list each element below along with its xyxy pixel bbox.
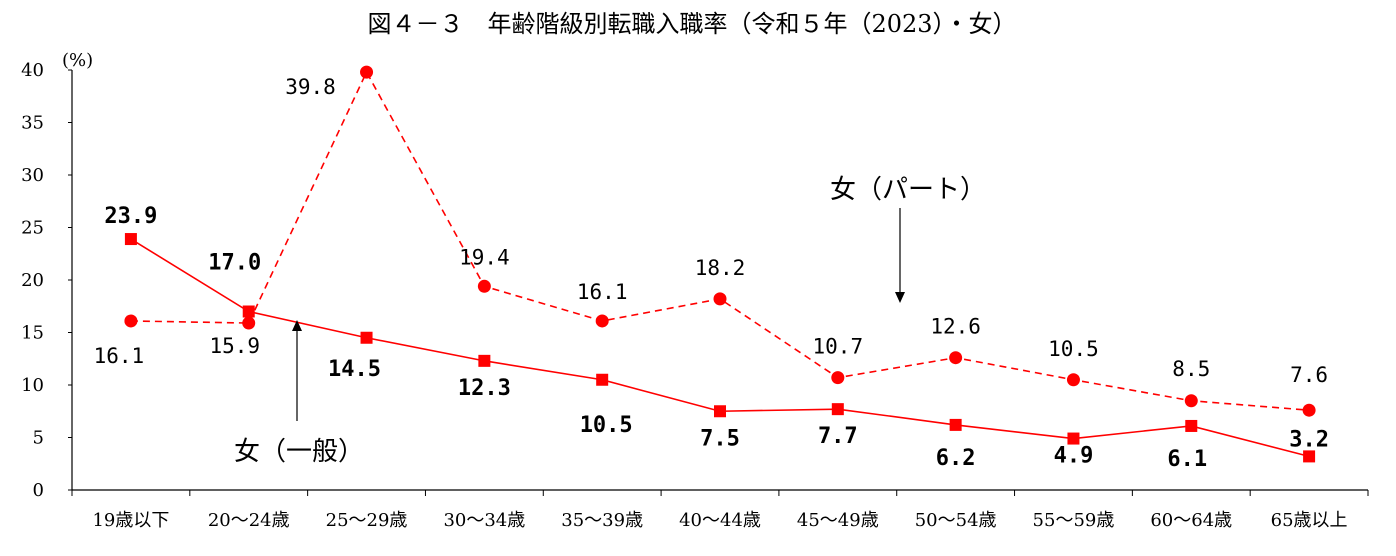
y-tick-labels: 0 5 10 15 20 25 30 35 40 xyxy=(21,60,72,501)
y-tick-label: 25 xyxy=(21,218,44,239)
x-tick-label: 19歳以下 xyxy=(92,510,169,531)
annotation-part: 女（パート） xyxy=(830,175,986,303)
data-label: 23.9 xyxy=(104,204,157,229)
data-point-square xyxy=(949,418,962,431)
data-label: 10.7 xyxy=(813,335,864,359)
data-point-square xyxy=(714,405,726,418)
data-point-circle xyxy=(477,279,491,293)
annotation-general-label: 女（一般） xyxy=(234,437,364,467)
arrow-down-icon xyxy=(895,292,905,303)
data-point-circle xyxy=(242,316,256,330)
data-point-circle xyxy=(124,314,138,328)
data-label: 17.0 xyxy=(208,251,261,276)
data-point-circle xyxy=(1184,394,1198,408)
data-label: 6.2 xyxy=(936,446,976,471)
x-tick-label: 55～59歳 xyxy=(1033,510,1115,531)
x-tick-label: 60～64歳 xyxy=(1150,510,1232,531)
data-label: 6.1 xyxy=(1167,447,1207,472)
data-point-square xyxy=(1303,450,1316,463)
y-tick-label: 15 xyxy=(21,323,44,344)
data-point-square xyxy=(1185,419,1198,432)
data-point-circle xyxy=(949,351,963,365)
data-point-circle xyxy=(595,314,609,328)
x-tick-label: 40～44歳 xyxy=(679,510,761,531)
data-point-square xyxy=(478,354,491,367)
x-tick-label: 45～49歳 xyxy=(797,510,879,531)
data-point-circle xyxy=(1066,373,1080,387)
data-label: 10.5 xyxy=(1048,337,1099,361)
y-tick-label: 5 xyxy=(33,428,44,449)
data-label: 7.7 xyxy=(818,424,858,449)
data-label: 14.5 xyxy=(328,357,381,382)
data-label: 4.9 xyxy=(1054,444,1094,469)
data-point-square xyxy=(242,305,255,318)
y-tick-label: 30 xyxy=(21,165,44,186)
data-label: 18.2 xyxy=(695,256,746,280)
data-point-square xyxy=(596,373,609,386)
y-tick-label: 10 xyxy=(21,375,44,396)
annotation-part-label: 女（パート） xyxy=(830,175,986,205)
arrow-up-icon xyxy=(292,320,302,331)
y-tick-label: 20 xyxy=(21,270,44,291)
data-point-square xyxy=(831,403,844,416)
data-point-circle xyxy=(1302,403,1316,417)
data-point-circle xyxy=(360,65,374,79)
x-tick-label: 65歳以上 xyxy=(1271,510,1348,531)
x-tick-label: 50～54歳 xyxy=(915,510,997,531)
y-tick-label: 40 xyxy=(21,60,44,81)
data-label: 7.6 xyxy=(1290,363,1328,387)
data-label: 8.5 xyxy=(1172,357,1210,381)
y-tick-label: 35 xyxy=(21,113,44,134)
series-group xyxy=(124,65,1316,463)
data-label: 16.1 xyxy=(94,344,145,368)
annotation-general: 女（一般） xyxy=(234,320,364,467)
data-point-square xyxy=(360,331,373,344)
x-tick-label: 20～24歳 xyxy=(208,510,290,531)
data-label: 7.5 xyxy=(700,426,740,451)
x-axis: 19歳以下 20～24歳 25～29歳 30～34歳 35～39歳 40～44歳 45～49… xyxy=(71,489,1369,531)
data-label: 12.6 xyxy=(930,315,981,339)
x-tick-label: 30～34歳 xyxy=(443,510,525,531)
x-tick-label: 25～29歳 xyxy=(326,510,408,531)
data-label: 19.4 xyxy=(459,245,510,269)
data-label: 10.5 xyxy=(580,413,633,438)
y-tick-label: 0 xyxy=(33,480,44,501)
data-labels: 23.9 17.0 14.5 12.3 10.5 7.5 7.7 6.2 4.9 6.1 3.2 16… xyxy=(94,75,1329,472)
data-label: 15.9 xyxy=(209,334,260,358)
y-axis-unit-label: (%) xyxy=(62,50,93,71)
data-label: 39.8 xyxy=(285,75,336,99)
data-point-circle xyxy=(831,371,845,385)
data-point-square xyxy=(1067,432,1080,445)
data-label: 16.1 xyxy=(577,280,628,304)
chart-title: 図４－３ 年齢階級別転職入職率（令和５年（2023）・女） xyxy=(367,10,1016,38)
data-point-circle xyxy=(713,292,727,306)
data-label: 12.3 xyxy=(458,376,511,401)
series-line-1 xyxy=(130,70,1310,411)
data-label: 3.2 xyxy=(1289,427,1329,452)
y-axis: (%) 0 5 10 15 20 25 30 35 40 xyxy=(21,50,93,501)
x-tick-label: 35～39歳 xyxy=(561,510,643,531)
x-tick-labels: 19歳以下 20～24歳 25～29歳 30～34歳 35～39歳 40～44歳 45～49… xyxy=(71,490,1369,531)
data-point-square xyxy=(124,233,137,246)
